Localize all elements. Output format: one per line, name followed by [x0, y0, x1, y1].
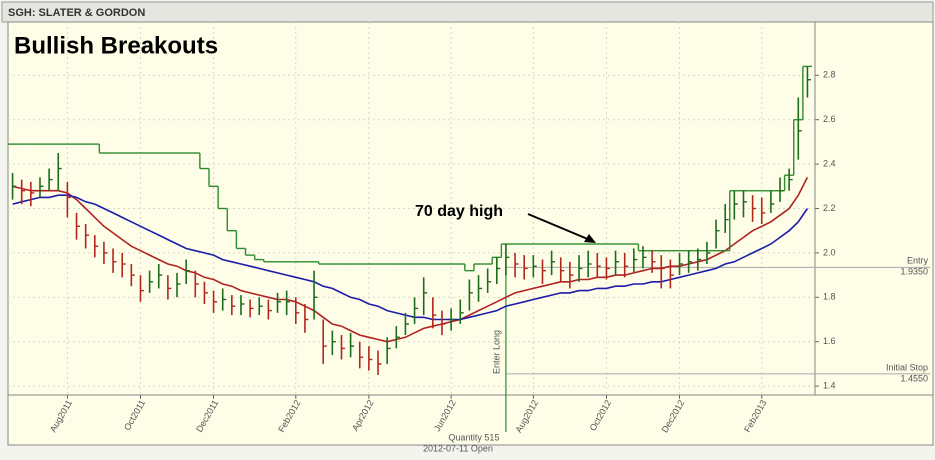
level-value: 1.4550 [900, 373, 928, 383]
y-tick-label: 1.8 [823, 292, 836, 302]
moving-average [12, 194, 809, 321]
y-tick-label: 2.2 [823, 203, 836, 213]
level-label: Initial Stop [886, 362, 928, 372]
arrow-head [584, 234, 596, 243]
moving-average [12, 177, 809, 343]
y-tick-label: 2.6 [823, 114, 836, 124]
y-tick-label: 2.4 [823, 158, 836, 168]
annotation: 70 day high [415, 203, 503, 220]
y-tick-label: 2.8 [823, 70, 836, 80]
level-label: Entry [907, 256, 929, 266]
level-value: 1.9350 [900, 267, 928, 277]
y-tick-label: 1.6 [823, 336, 836, 346]
trade-quantity: Quantity 515 [448, 432, 499, 442]
entry-label: Enter Long [491, 330, 501, 374]
y-tick-label: 1.4 [823, 380, 836, 390]
chart-title: Bullish Breakouts [14, 32, 218, 59]
price-axis-panel [814, 21, 934, 396]
y-tick-label: 2.0 [823, 247, 836, 257]
trade-date: 2012-07-11 Open [423, 443, 493, 453]
annotation-arrow [527, 213, 591, 241]
date-axis-panel [7, 394, 934, 446]
ticker: SGH: SLATER & GORDON [8, 7, 145, 19]
plot-area [7, 21, 816, 396]
